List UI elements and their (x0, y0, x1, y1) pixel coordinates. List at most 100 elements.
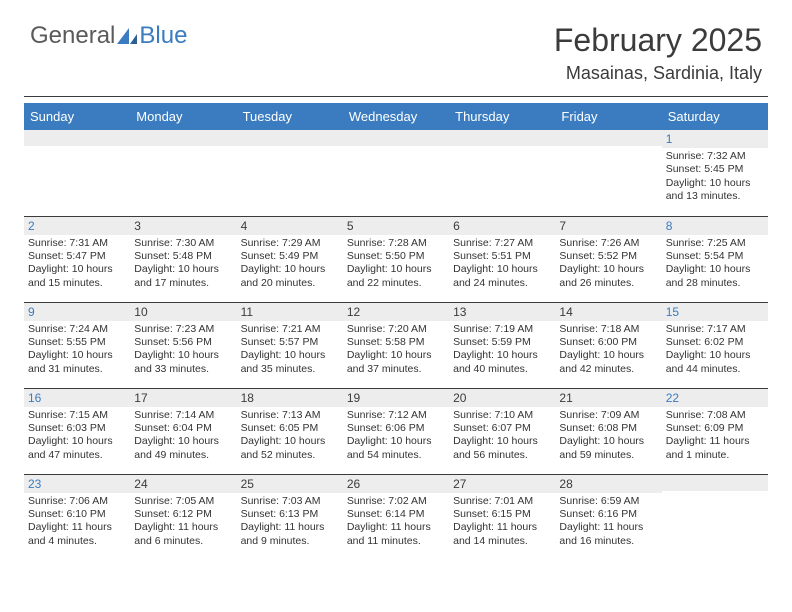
daylight-text: Daylight: 10 hours and 26 minutes. (559, 263, 657, 290)
day-cell: 21Sunrise: 7:09 AMSunset: 6:08 PMDayligh… (555, 388, 661, 474)
dayhead-fri: Friday (555, 103, 661, 130)
sunset-text: Sunset: 5:54 PM (666, 250, 764, 263)
day-number: 22 (662, 389, 768, 407)
sunrise-text: Sunrise: 7:17 AM (666, 323, 764, 336)
sunrise-text: Sunrise: 7:29 AM (241, 237, 339, 250)
daylight-text: Daylight: 10 hours and 40 minutes. (453, 349, 551, 376)
sunrise-text: Sunrise: 7:09 AM (559, 409, 657, 422)
day-details: Sunrise: 7:14 AMSunset: 6:04 PMDaylight:… (130, 407, 236, 467)
day-number: 8 (662, 217, 768, 235)
day-cell: 23Sunrise: 7:06 AMSunset: 6:10 PMDayligh… (24, 474, 130, 560)
title-block: February 2025 Masainas, Sardinia, Italy (554, 22, 762, 84)
daylight-text: Daylight: 11 hours and 6 minutes. (134, 521, 232, 548)
daylight-text: Daylight: 10 hours and 52 minutes. (241, 435, 339, 462)
sunrise-text: Sunrise: 7:05 AM (134, 495, 232, 508)
dayhead-mon: Monday (130, 103, 236, 130)
sunset-text: Sunset: 6:07 PM (453, 422, 551, 435)
sunrise-text: Sunrise: 7:24 AM (28, 323, 126, 336)
day-number: 27 (449, 475, 555, 493)
sunrise-text: Sunrise: 7:08 AM (666, 409, 764, 422)
day-number (449, 130, 555, 146)
sunrise-text: Sunrise: 7:14 AM (134, 409, 232, 422)
month-title: February 2025 (554, 22, 762, 59)
day-details: Sunrise: 7:02 AMSunset: 6:14 PMDaylight:… (343, 493, 449, 553)
week-row: 1Sunrise: 7:32 AMSunset: 5:45 PMDaylight… (24, 130, 768, 216)
day-number: 21 (555, 389, 661, 407)
sunset-text: Sunset: 6:03 PM (28, 422, 126, 435)
day-details: Sunrise: 7:12 AMSunset: 6:06 PMDaylight:… (343, 407, 449, 467)
sunset-text: Sunset: 5:45 PM (666, 163, 764, 176)
day-cell: 16Sunrise: 7:15 AMSunset: 6:03 PMDayligh… (24, 388, 130, 474)
sunset-text: Sunset: 6:08 PM (559, 422, 657, 435)
day-cell: 25Sunrise: 7:03 AMSunset: 6:13 PMDayligh… (237, 474, 343, 560)
sunrise-text: Sunrise: 7:01 AM (453, 495, 551, 508)
day-number: 6 (449, 217, 555, 235)
daylight-text: Daylight: 10 hours and 54 minutes. (347, 435, 445, 462)
day-number: 19 (343, 389, 449, 407)
daylight-text: Daylight: 10 hours and 44 minutes. (666, 349, 764, 376)
location: Masainas, Sardinia, Italy (554, 63, 762, 84)
sunset-text: Sunset: 6:00 PM (559, 336, 657, 349)
day-cell (130, 130, 236, 216)
sunrise-text: Sunrise: 7:12 AM (347, 409, 445, 422)
sunrise-text: Sunrise: 7:23 AM (134, 323, 232, 336)
sunrise-text: Sunrise: 7:13 AM (241, 409, 339, 422)
sunset-text: Sunset: 6:10 PM (28, 508, 126, 521)
daylight-text: Daylight: 10 hours and 33 minutes. (134, 349, 232, 376)
day-details: Sunrise: 6:59 AMSunset: 6:16 PMDaylight:… (555, 493, 661, 553)
sunrise-text: Sunrise: 7:06 AM (28, 495, 126, 508)
day-number (662, 475, 768, 491)
daylight-text: Daylight: 10 hours and 35 minutes. (241, 349, 339, 376)
sunset-text: Sunset: 5:52 PM (559, 250, 657, 263)
sunset-text: Sunset: 6:09 PM (666, 422, 764, 435)
sunset-text: Sunset: 5:49 PM (241, 250, 339, 263)
sunrise-text: Sunrise: 6:59 AM (559, 495, 657, 508)
day-number: 28 (555, 475, 661, 493)
daylight-text: Daylight: 10 hours and 17 minutes. (134, 263, 232, 290)
sunrise-text: Sunrise: 7:26 AM (559, 237, 657, 250)
day-details: Sunrise: 7:10 AMSunset: 6:07 PMDaylight:… (449, 407, 555, 467)
day-cell: 20Sunrise: 7:10 AMSunset: 6:07 PMDayligh… (449, 388, 555, 474)
daylight-text: Daylight: 11 hours and 1 minute. (666, 435, 764, 462)
logo-text-1: General (30, 22, 115, 50)
day-cell: 11Sunrise: 7:21 AMSunset: 5:57 PMDayligh… (237, 302, 343, 388)
day-cell: 28Sunrise: 6:59 AMSunset: 6:16 PMDayligh… (555, 474, 661, 560)
day-number (555, 130, 661, 146)
day-details: Sunrise: 7:32 AMSunset: 5:45 PMDaylight:… (662, 148, 768, 208)
sunset-text: Sunset: 5:56 PM (134, 336, 232, 349)
day-cell: 2Sunrise: 7:31 AMSunset: 5:47 PMDaylight… (24, 216, 130, 302)
day-cell: 6Sunrise: 7:27 AMSunset: 5:51 PMDaylight… (449, 216, 555, 302)
day-details: Sunrise: 7:03 AMSunset: 6:13 PMDaylight:… (237, 493, 343, 553)
calendar-table: Sunday Monday Tuesday Wednesday Thursday… (24, 103, 768, 560)
day-details: Sunrise: 7:06 AMSunset: 6:10 PMDaylight:… (24, 493, 130, 553)
day-details: Sunrise: 7:18 AMSunset: 6:00 PMDaylight:… (555, 321, 661, 381)
day-cell: 5Sunrise: 7:28 AMSunset: 5:50 PMDaylight… (343, 216, 449, 302)
day-cell: 8Sunrise: 7:25 AMSunset: 5:54 PMDaylight… (662, 216, 768, 302)
day-details: Sunrise: 7:25 AMSunset: 5:54 PMDaylight:… (662, 235, 768, 295)
daylight-text: Daylight: 11 hours and 11 minutes. (347, 521, 445, 548)
sunrise-text: Sunrise: 7:27 AM (453, 237, 551, 250)
day-details: Sunrise: 7:19 AMSunset: 5:59 PMDaylight:… (449, 321, 555, 381)
sunset-text: Sunset: 6:14 PM (347, 508, 445, 521)
sunset-text: Sunset: 5:50 PM (347, 250, 445, 263)
logo-sail-icon (117, 28, 137, 44)
week-row: 9Sunrise: 7:24 AMSunset: 5:55 PMDaylight… (24, 302, 768, 388)
day-cell: 24Sunrise: 7:05 AMSunset: 6:12 PMDayligh… (130, 474, 236, 560)
day-cell: 17Sunrise: 7:14 AMSunset: 6:04 PMDayligh… (130, 388, 236, 474)
day-number: 3 (130, 217, 236, 235)
day-number: 26 (343, 475, 449, 493)
sunset-text: Sunset: 5:59 PM (453, 336, 551, 349)
day-header-row: Sunday Monday Tuesday Wednesday Thursday… (24, 103, 768, 130)
daylight-text: Daylight: 10 hours and 49 minutes. (134, 435, 232, 462)
daylight-text: Daylight: 10 hours and 31 minutes. (28, 349, 126, 376)
day-number: 23 (24, 475, 130, 493)
sunrise-text: Sunrise: 7:20 AM (347, 323, 445, 336)
sunrise-text: Sunrise: 7:32 AM (666, 150, 764, 163)
day-number (343, 130, 449, 146)
day-cell (24, 130, 130, 216)
daylight-text: Daylight: 10 hours and 15 minutes. (28, 263, 126, 290)
day-cell: 27Sunrise: 7:01 AMSunset: 6:15 PMDayligh… (449, 474, 555, 560)
day-details: Sunrise: 7:31 AMSunset: 5:47 PMDaylight:… (24, 235, 130, 295)
day-number: 2 (24, 217, 130, 235)
day-details: Sunrise: 7:13 AMSunset: 6:05 PMDaylight:… (237, 407, 343, 467)
